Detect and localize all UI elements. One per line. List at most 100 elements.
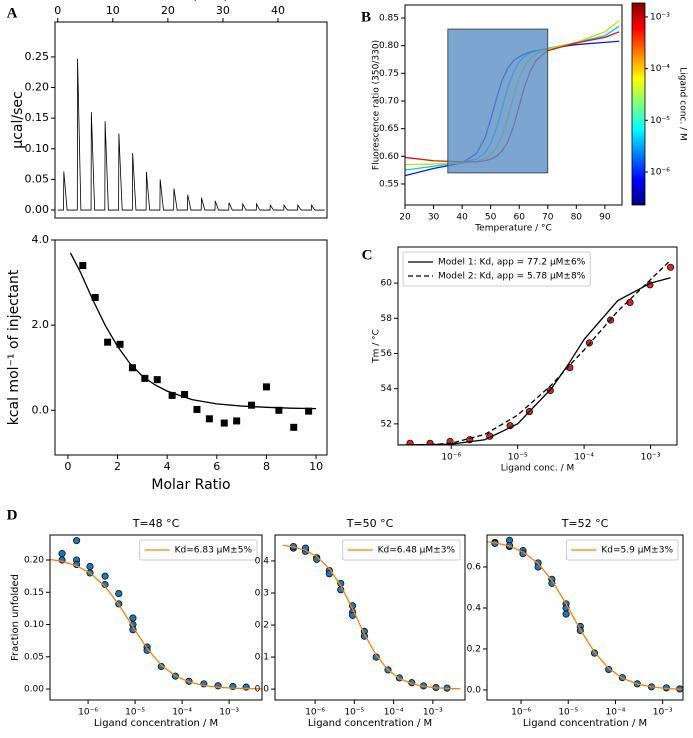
line <box>50 558 262 690</box>
legend-label: Kd=6.48 µM±3% <box>378 546 456 556</box>
x-tick-label: 0 <box>54 4 61 17</box>
x-tick-label: 30 <box>428 213 440 223</box>
plot-area <box>487 536 683 693</box>
marker <box>426 439 434 445</box>
x-tick-label: 10⁻³ <box>641 453 661 463</box>
y-tick-label: 0.20 <box>24 556 44 566</box>
plot-frame <box>404 4 623 206</box>
chart-title: T=48 °C <box>132 517 180 530</box>
legend-label: Kd=6.83 µM±5% <box>175 546 253 556</box>
line <box>57 58 325 211</box>
x-tick-label: 10⁻⁶ <box>305 708 325 718</box>
x-tick-label: 10⁻⁴ <box>172 708 192 718</box>
marker <box>91 293 99 301</box>
panel: 0 2 4 6 8 10 0.0 2.0 4.0 Molar Ratio kcal mol⁻¹ of… <box>6 233 328 493</box>
x-tick-label: 10⁻⁴ <box>606 708 626 718</box>
y-tick-label: 0.6 <box>467 562 482 572</box>
x-tick-label: 10⁻⁴ <box>384 708 404 718</box>
marker <box>262 383 270 391</box>
y-tick-label: 0.10 <box>24 620 44 630</box>
y-tick-label: 54 <box>381 384 393 394</box>
x-tick-label: 10⁻⁵ <box>558 708 578 718</box>
colorbar-tick-label: 10⁻⁴ <box>650 64 670 74</box>
y-tick-label: 0.70 <box>379 96 399 106</box>
plot-area <box>50 537 262 691</box>
x-tick-label: 10⁻⁴ <box>574 453 594 463</box>
x-tick-label: 10⁻³ <box>219 708 239 718</box>
marker <box>406 439 414 445</box>
marker <box>143 646 151 654</box>
x-tick-label: 2 <box>114 460 121 473</box>
line <box>487 541 683 690</box>
panel-label: C <box>362 247 373 263</box>
highlight-region <box>447 28 549 174</box>
y-tick-label: 0.00 <box>24 685 44 695</box>
y-tick-label: 58 <box>381 314 393 324</box>
x-tick-label: 10⁻⁶ <box>511 708 531 718</box>
marker <box>605 665 613 674</box>
marker <box>101 580 109 589</box>
y-tick-label: 0.2 <box>467 644 481 654</box>
legend: Kd=6.83 µM±5% <box>139 539 258 561</box>
x-tick-label: 10⁻⁵ <box>344 708 364 718</box>
panel: 20 30 40 50 60 70 80 90 0.55 0.60 0.65 0.70 0.75 0.80… <box>361 2 688 234</box>
plot-frame <box>397 246 678 446</box>
panel: 10⁻⁶ 10⁻⁵ 10⁻⁴ 10⁻³ 0.0 0.2 0.4 0.6 Ligand conce… <box>467 517 684 729</box>
marker <box>220 419 228 427</box>
line <box>415 259 672 445</box>
colorbar <box>631 2 646 206</box>
y-tick-label: 0.85 <box>379 14 399 24</box>
x-tick-label: 70 <box>542 213 554 223</box>
marker <box>116 340 124 348</box>
legend: Kd=6.48 µM±3% <box>342 539 461 561</box>
plot-area <box>405 20 620 177</box>
legend-box <box>342 539 461 561</box>
marker <box>101 572 109 580</box>
marker <box>242 683 250 691</box>
marker <box>168 391 176 399</box>
marker <box>129 614 137 622</box>
y-axis-label: Fraction unfolded <box>10 574 21 661</box>
x-tick-label: 8 <box>263 460 270 473</box>
x-tick-label: 0 <box>64 460 71 473</box>
y-tick-label: 0.80 <box>379 41 399 51</box>
y-tick-label: 52 <box>381 419 392 429</box>
y-tick-label: 0.2 <box>255 621 269 631</box>
panel: 10⁻⁶ 10⁻⁵ 10⁻⁴ 10⁻³ 52 54 56 58 60 Ligand conc. /… <box>362 246 678 474</box>
legend-label: Kd=5.9 µM±3% <box>601 546 673 556</box>
legend-box <box>565 539 679 561</box>
x-tick-label: 60 <box>513 213 525 223</box>
x-tick-label: 40 <box>271 4 285 17</box>
x-axis-label: Time (min) <box>152 0 229 3</box>
y-tick-label: 0.05 <box>24 652 44 662</box>
y-tick-label: 0.4 <box>255 556 270 566</box>
line <box>69 252 317 410</box>
plot-frame <box>486 534 684 701</box>
x-tick-label: 20 <box>399 213 411 223</box>
marker <box>193 405 201 413</box>
legend-box <box>139 539 258 561</box>
legend-label: Model 2: Kd, app = 5.78 µM±8% <box>438 272 586 282</box>
panel: 0 10 20 30 40 0.00 0.05 0.10 0.15 0.20 0.25 Time (m… <box>7 0 328 219</box>
plot-frame <box>49 534 263 701</box>
x-tick-label: 90 <box>599 213 611 223</box>
x-axis-label: Molar Ratio <box>151 477 230 493</box>
y-tick-label: 0.0 <box>467 685 482 695</box>
y-tick-label: 0.05 <box>25 172 50 185</box>
x-axis-label: Ligand concentration / M <box>308 718 432 729</box>
y-tick-label: 56 <box>381 349 393 359</box>
x-tick-label: 30 <box>216 4 230 17</box>
x-tick-label: 20 <box>161 4 175 17</box>
line <box>398 277 671 445</box>
y-tick-label: 0.55 <box>379 179 399 189</box>
marker <box>305 407 313 415</box>
x-tick-label: 80 <box>571 213 583 223</box>
marker <box>153 376 161 384</box>
y-tick-label: 0.60 <box>379 152 399 162</box>
marker <box>115 590 123 598</box>
y-tick-label: 0.3 <box>255 588 269 598</box>
marker <box>86 562 94 571</box>
y-tick-label: 0.0 <box>32 403 50 416</box>
y-tick-label: 0.20 <box>25 81 50 94</box>
